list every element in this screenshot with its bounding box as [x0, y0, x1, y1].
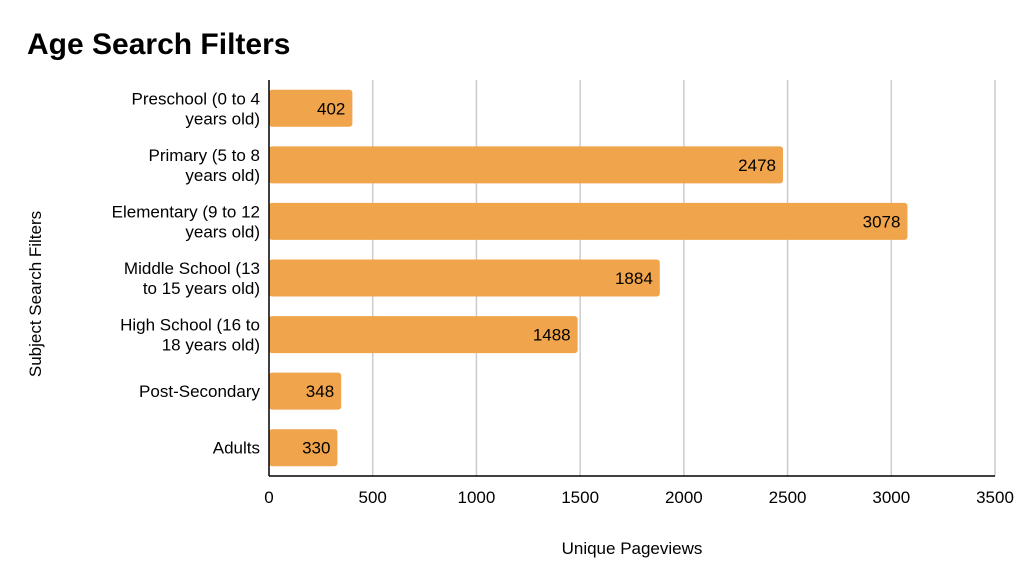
bar-value-label: 3078 [863, 212, 901, 231]
category-label: Primary (5 to 8 [149, 146, 260, 165]
category-label: years old) [185, 109, 260, 128]
x-tick-label: 500 [359, 488, 387, 507]
category-label: years old) [185, 222, 260, 241]
bar-value-label: 1488 [533, 326, 571, 345]
category-label: Post-Secondary [139, 382, 260, 401]
x-tick-label: 3000 [872, 488, 910, 507]
x-tick-label: 2500 [769, 488, 807, 507]
category-label: years old) [185, 166, 260, 185]
bar-value-label: 348 [306, 382, 334, 401]
x-tick-label: 1500 [561, 488, 599, 507]
category-label: Middle School (13 [124, 259, 260, 278]
labels: 0 500 1000 1500 2000 2500 3000 3500 402 Preschool… [112, 89, 1014, 507]
category-label: 18 years old) [162, 336, 260, 355]
bar [269, 372, 342, 410]
x-tick-label: 3500 [976, 488, 1014, 507]
x-tick-label: 2000 [665, 488, 703, 507]
x-axis-label: Unique Pageviews [562, 539, 703, 558]
bar [269, 259, 660, 297]
bar [269, 146, 784, 184]
chart-title: Age Search Filters [27, 28, 290, 61]
category-label: to 15 years old) [143, 279, 260, 298]
category-label: Preschool (0 to 4 [131, 89, 260, 108]
bars [269, 89, 908, 467]
y-axis-label: Subject Search Filters [26, 211, 45, 377]
bar [269, 89, 353, 127]
category-label: Adults [213, 439, 260, 458]
axes [268, 80, 995, 477]
bar-value-label: 402 [317, 99, 345, 118]
x-tick-label: 1000 [458, 488, 496, 507]
bar-value-label: 2478 [738, 156, 776, 175]
category-label: Elementary (9 to 12 [112, 202, 260, 221]
bar [269, 429, 338, 467]
bar-value-label: 1884 [615, 269, 653, 288]
bar [269, 202, 908, 240]
x-tick-label: 0 [264, 488, 273, 507]
bar [269, 316, 578, 354]
bar-value-label: 330 [302, 439, 330, 458]
category-label: High School (16 to [120, 316, 260, 335]
